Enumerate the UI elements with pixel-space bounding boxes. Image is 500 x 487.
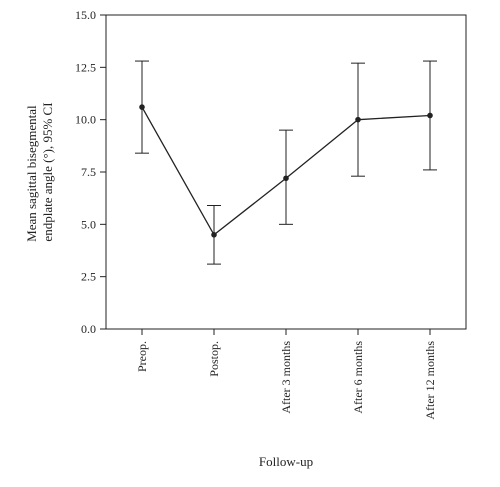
y-axis-title-line-2: endplate angle (°), 95% CI	[40, 102, 55, 241]
x-tick-label: Postop.	[207, 341, 221, 377]
x-tick-label: Preop.	[135, 341, 149, 372]
y-tick-label: 0.0	[81, 322, 96, 336]
y-tick-label: 15.0	[75, 8, 96, 22]
x-tick-label: After 3 months	[279, 341, 293, 414]
x-tick-label: After 6 months	[351, 341, 365, 414]
y-axis-title: Mean sagittal bisegmental endplate angle…	[24, 102, 55, 242]
y-tick-label: 5.0	[81, 217, 96, 231]
series-group	[135, 60, 437, 265]
x-axis: Preop. Postop. After 3 months After 6 month…	[135, 329, 437, 420]
data-point	[355, 116, 361, 123]
y-tick-label: 2.5	[81, 270, 96, 284]
data-point	[211, 232, 217, 238]
y-axis-title-line-1: Mean sagittal bisegmental	[24, 105, 39, 242]
x-tick-label: After 12 months	[423, 341, 437, 420]
y-axis: 0.0 2.5 5.0 7.5 10.0 12.5 15.0	[75, 8, 106, 336]
y-tick-label: 12.5	[75, 60, 96, 74]
y-tick-label: 7.5	[81, 165, 96, 179]
data-point	[283, 175, 289, 182]
x-axis-title: Follow-up	[259, 454, 313, 469]
y-tick-label: 10.0	[75, 113, 96, 127]
data-point	[139, 104, 145, 110]
data-point	[427, 112, 433, 119]
